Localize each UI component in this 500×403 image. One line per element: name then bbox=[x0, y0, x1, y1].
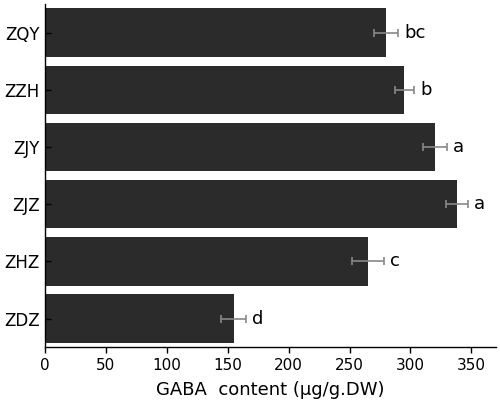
Text: a: a bbox=[453, 138, 464, 156]
Text: d: d bbox=[252, 310, 264, 328]
Bar bbox=[44, 123, 435, 171]
X-axis label: GABA  content (μg/g.DW): GABA content (μg/g.DW) bbox=[156, 381, 384, 399]
Text: c: c bbox=[390, 252, 400, 270]
Bar bbox=[44, 180, 457, 229]
Bar bbox=[44, 294, 234, 343]
Bar bbox=[44, 237, 368, 286]
Text: a: a bbox=[474, 195, 485, 213]
Text: bc: bc bbox=[404, 24, 426, 42]
Bar bbox=[44, 8, 386, 57]
Bar bbox=[44, 66, 405, 114]
Text: b: b bbox=[420, 81, 432, 99]
